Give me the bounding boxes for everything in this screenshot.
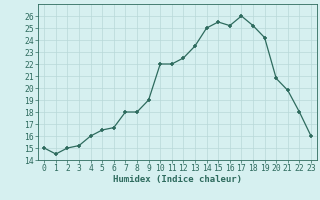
X-axis label: Humidex (Indice chaleur): Humidex (Indice chaleur): [113, 175, 242, 184]
